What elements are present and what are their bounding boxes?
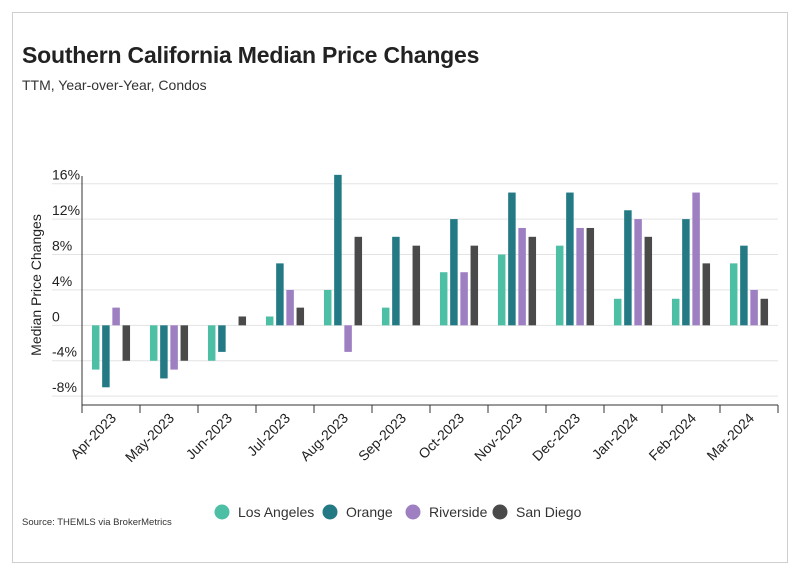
bar-san-diego (180, 325, 189, 361)
bar-riverside (112, 307, 120, 326)
bar-los-angeles (729, 263, 738, 326)
y-tick-label: -8% (52, 379, 77, 395)
bar-orange (102, 325, 110, 388)
y-tick-label: 4% (52, 273, 72, 289)
bar-riverside (518, 227, 526, 326)
bar-orange (276, 263, 284, 326)
y-tick-label: 16% (52, 167, 80, 183)
x-tick-label: May-2023 (122, 410, 177, 465)
legend-label: Orange (346, 504, 393, 520)
bar-orange (450, 219, 458, 326)
bar-los-angeles (555, 245, 564, 326)
bar-los-angeles (671, 298, 680, 326)
bar-san-diego (238, 316, 247, 326)
bar-san-diego (702, 263, 711, 326)
bar-san-diego (644, 236, 653, 326)
bar-riverside (170, 325, 178, 370)
x-tick-label: Jan-2024 (589, 410, 642, 463)
bar-orange (682, 219, 690, 326)
bar-riverside (634, 219, 642, 326)
y-tick-labels: -8% -4% 0 4% 8% 12% 16% (52, 167, 80, 395)
bar-riverside (344, 325, 352, 352)
chart-source: Source: THEMLS via BrokerMetrics (22, 517, 172, 528)
y-tick-label: 0 (52, 308, 60, 324)
chart-frame (12, 12, 788, 563)
bar-riverside (750, 289, 758, 326)
x-tick-label: Mar-2024 (703, 410, 757, 464)
bar-los-angeles (207, 325, 216, 361)
axes (81, 176, 779, 413)
y-tick-label: 12% (52, 202, 80, 218)
bar-riverside (286, 289, 294, 326)
x-tick-label: Oct-2023 (415, 410, 467, 462)
y-axis-label: Median Price Changes (28, 214, 44, 356)
x-tick-label: Dec-2023 (529, 410, 583, 464)
x-tick-label: Aug-2023 (297, 410, 351, 464)
bar-riverside (460, 272, 468, 326)
bar-orange (334, 174, 342, 326)
legend-swatch (492, 504, 508, 520)
bar-san-diego (586, 227, 595, 326)
x-tick-label: Apr-2023 (67, 410, 119, 462)
bar-orange (740, 245, 748, 326)
bar-orange (392, 236, 400, 326)
bars (91, 174, 769, 388)
chart-title: Southern California Median Price Changes (22, 42, 480, 68)
bar-los-angeles (149, 325, 158, 361)
x-tick-label: Feb-2024 (645, 410, 699, 464)
bar-los-angeles (381, 307, 390, 326)
y-tick-label: 8% (52, 238, 72, 254)
x-tick-label: Nov-2023 (471, 410, 525, 464)
bar-san-diego (412, 245, 421, 326)
legend-label: Los Angeles (238, 504, 314, 520)
legend-label: Riverside (429, 504, 488, 520)
bar-san-diego (354, 236, 363, 326)
y-tick-label: -4% (52, 344, 77, 360)
bar-san-diego (528, 236, 537, 326)
x-tick-label: Jul-2023 (244, 410, 293, 459)
bar-los-angeles (323, 289, 332, 326)
x-tick-labels: Apr-2023 May-2023 Jun-2023 Jul-2023 Aug-2023… (67, 410, 757, 465)
bar-los-angeles (91, 325, 100, 370)
bar-orange (508, 192, 516, 326)
bar-san-diego (760, 298, 769, 326)
bar-orange (624, 210, 632, 326)
x-tick-label: Jun-2023 (183, 410, 236, 463)
legend-swatch (405, 504, 421, 520)
bar-los-angeles (439, 272, 448, 326)
bar-orange (160, 325, 168, 379)
bar-los-angeles (265, 316, 274, 326)
bar-san-diego (470, 245, 479, 326)
chart-subtitle: TTM, Year-over-Year, Condos (22, 77, 207, 93)
legend-label: San Diego (516, 504, 582, 520)
bar-los-angeles (497, 254, 506, 326)
bar-orange (218, 325, 226, 352)
legend-swatch (214, 504, 230, 520)
bar-riverside (576, 227, 584, 326)
bar-los-angeles (613, 298, 622, 326)
legend-swatch (322, 504, 338, 520)
bar-san-diego (122, 325, 131, 361)
bar-san-diego (296, 307, 305, 326)
bar-riverside (692, 192, 700, 326)
legend: Los Angeles Orange Riverside San Diego (214, 504, 582, 520)
x-tick-label: Sep-2023 (355, 410, 409, 464)
bar-orange (566, 192, 574, 326)
